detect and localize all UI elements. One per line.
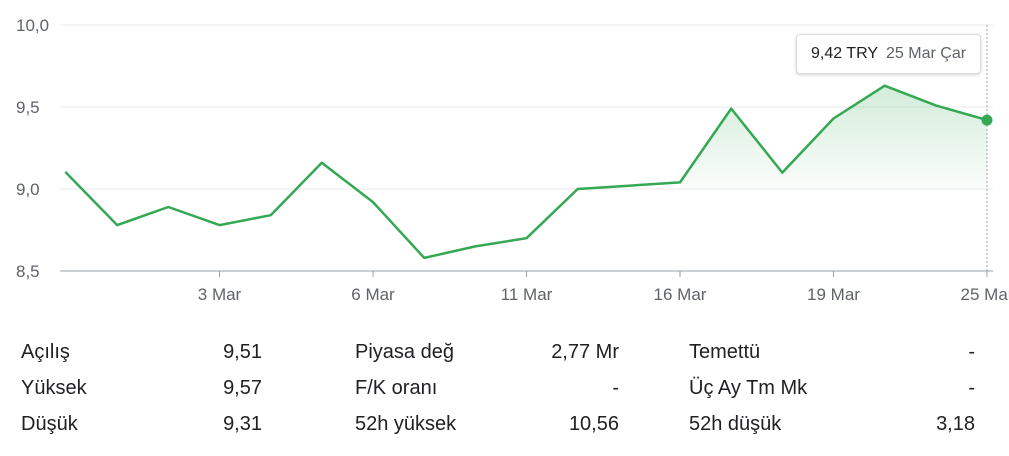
- data-point[interactable]: [930, 99, 942, 111]
- x-tick-label: 19 Mar: [807, 285, 860, 304]
- tooltip-date: 25 Mar Çar: [886, 45, 967, 62]
- stat-label: 52h yüksek: [355, 413, 457, 435]
- x-tick-label: 3 Mar: [198, 285, 242, 304]
- stat-value: 2,77 Mr: [551, 341, 619, 363]
- data-point[interactable]: [572, 183, 584, 195]
- y-tick-label: 10,0: [16, 16, 49, 35]
- x-tick-label: 6 Mar: [351, 285, 395, 304]
- y-tick-label: 9,0: [16, 180, 40, 199]
- stat-label: Üç Ay Tm Mk: [689, 377, 808, 399]
- stat-label: Düşük: [21, 413, 78, 435]
- stats-row: Açılış 9,51 Piyasa değ 2,77 Mr Temettü -: [0, 334, 1009, 370]
- stat-label: Piyasa değ: [355, 341, 454, 363]
- data-point[interactable]: [469, 240, 481, 252]
- stat-value: -: [968, 377, 975, 399]
- data-point[interactable]: [776, 167, 788, 179]
- data-point[interactable]: [111, 219, 123, 231]
- data-point[interactable]: [367, 196, 379, 208]
- stats-row: Düşük 9,31 52h yüksek 10,56 52h düşük 3,…: [0, 406, 1009, 442]
- x-tick-label: 11 Mar: [501, 285, 553, 304]
- tooltip-price: 9,42 TRY: [811, 45, 879, 62]
- x-tick-label: 25 Mar: [961, 285, 1009, 304]
- stats-row: Yüksek 9,57 F/K oranı - Üç Ay Tm Mk -: [0, 370, 1009, 406]
- data-point[interactable]: [418, 252, 430, 264]
- y-tick-label: 8,5: [16, 262, 40, 281]
- stat-value: 9,31: [223, 413, 262, 435]
- data-point[interactable]: [521, 232, 533, 244]
- y-axis: 10,0 9,5 9,0 8,5: [16, 16, 49, 281]
- data-point[interactable]: [674, 176, 686, 188]
- data-point[interactable]: [316, 157, 328, 169]
- stat-value: 10,56: [568, 413, 619, 435]
- data-point[interactable]: [725, 103, 737, 115]
- stat-value: 3,18: [936, 413, 975, 435]
- data-point[interactable]: [879, 80, 891, 92]
- price-tooltip: 9,42 TRY 25 Mar Çar: [796, 34, 982, 74]
- data-point[interactable]: [162, 201, 174, 213]
- data-point[interactable]: [828, 112, 840, 124]
- key-stats-table: Açılış 9,51 Piyasa değ 2,77 Mr Temettü -…: [0, 334, 1009, 444]
- stat-label: Temettü: [689, 341, 761, 363]
- data-point[interactable]: [214, 219, 226, 231]
- price-area-fill: [680, 85, 987, 189]
- price-series-line: [64, 84, 989, 260]
- y-tick-label: 9,5: [16, 98, 40, 117]
- price-chart[interactable]: 10,0 9,5 9,0 8,5 3 Mar 6 Mar 11 Mar 16 Mar 19 M…: [0, 0, 1009, 320]
- stat-value: -: [968, 341, 975, 363]
- x-tick-label: 16 Mar: [654, 285, 707, 304]
- stat-label: 52h düşük: [689, 413, 782, 435]
- data-point[interactable]: [60, 167, 72, 179]
- stat-label: Yüksek: [21, 377, 87, 399]
- current-price-dot[interactable]: [981, 114, 993, 126]
- x-axis: 3 Mar 6 Mar 11 Mar 16 Mar 19 Mar 25 Mar: [198, 271, 1009, 304]
- data-point[interactable]: [265, 209, 277, 221]
- stat-value: 9,51: [223, 341, 262, 363]
- stat-value: 9,57: [223, 377, 262, 399]
- data-point[interactable]: [623, 180, 635, 192]
- stat-label: F/K oranı: [355, 377, 438, 399]
- stat-label: Açılış: [21, 341, 70, 363]
- stat-value: -: [612, 377, 619, 399]
